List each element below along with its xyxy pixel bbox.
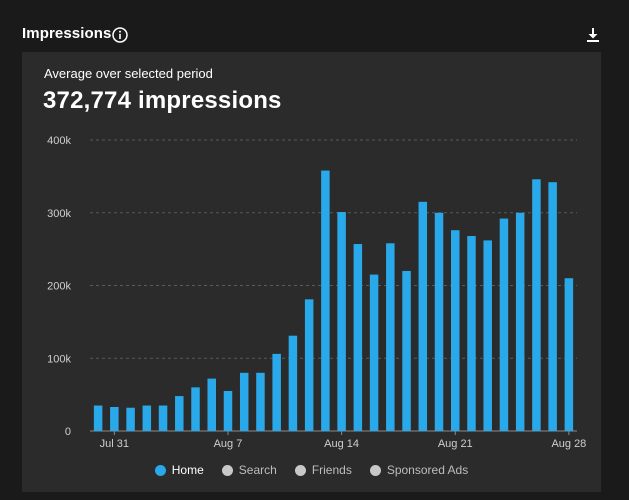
bar[interactable] [467, 236, 476, 431]
bar[interactable] [191, 387, 200, 431]
x-tick-label: Aug 28 [551, 438, 586, 450]
legend-dot [221, 464, 233, 476]
bar[interactable] [515, 212, 525, 431]
bar[interactable] [175, 396, 184, 431]
bar-chart: 0 100k 200k 300k 400k Jul 31 Aug 7 Aug 14 Aug 21… [47, 135, 586, 450]
bar[interactable] [288, 335, 298, 431]
bar[interactable] [418, 201, 428, 431]
legend-label: Sponsored Ads [386, 463, 469, 477]
bar[interactable] [207, 378, 217, 431]
bar[interactable] [564, 278, 574, 431]
bar[interactable] [402, 270, 411, 431]
y-tick-label: 200k [47, 281, 71, 293]
y-tick-label: 0 [65, 426, 71, 438]
chart-title: Impressions [22, 25, 112, 42]
bar[interactable] [369, 274, 379, 431]
y-tick-label: 100k [47, 353, 71, 365]
bar[interactable] [256, 372, 265, 431]
bar[interactable] [548, 182, 557, 431]
legend-item-home[interactable]: Home [154, 463, 204, 477]
chart-card: Average over selected period 372,774 imp… [22, 52, 601, 492]
y-tick-label: 300k [47, 208, 71, 220]
bar[interactable] [386, 243, 395, 431]
x-tick-label: Aug 14 [324, 438, 359, 450]
bar[interactable] [93, 405, 103, 431]
legend-dot [294, 464, 306, 476]
x-tick-label: Aug 7 [214, 438, 243, 450]
average-value: 372,774 impressions [43, 87, 282, 114]
bar[interactable] [353, 244, 363, 431]
legend-dot [369, 464, 381, 476]
bar[interactable] [532, 179, 541, 431]
bar[interactable] [142, 405, 152, 431]
bar[interactable] [321, 170, 330, 431]
y-tick-label: 400k [47, 135, 71, 147]
bar[interactable] [272, 353, 281, 431]
chart-header: Impressions [0, 0, 629, 52]
bar[interactable] [483, 240, 492, 431]
legend-item-search[interactable]: Search [221, 463, 277, 477]
bar[interactable] [499, 218, 509, 431]
legend-label: Search [238, 463, 277, 477]
bar[interactable] [126, 407, 135, 431]
legend-label: Home [171, 463, 204, 477]
x-tick-label: Jul 31 [100, 438, 129, 450]
chart-legend: Home Search Friends Sponsored Ads [22, 462, 601, 478]
bar[interactable] [239, 372, 249, 431]
bar[interactable] [158, 405, 168, 431]
info-icon[interactable] [112, 27, 128, 43]
x-tick-label: Aug 21 [438, 438, 473, 450]
average-label: Average over selected period [44, 66, 213, 81]
legend-item-sponsored-ads[interactable]: Sponsored Ads [369, 463, 469, 477]
bar[interactable] [434, 212, 444, 431]
bar[interactable] [451, 230, 460, 431]
legend-item-friends[interactable]: Friends [294, 463, 352, 477]
legend-label: Friends [311, 463, 352, 477]
bar[interactable] [223, 390, 233, 431]
legend-dot [154, 464, 166, 476]
bar[interactable] [337, 212, 346, 431]
bar[interactable] [110, 406, 119, 431]
bar[interactable] [304, 299, 314, 431]
download-icon[interactable] [584, 26, 602, 44]
